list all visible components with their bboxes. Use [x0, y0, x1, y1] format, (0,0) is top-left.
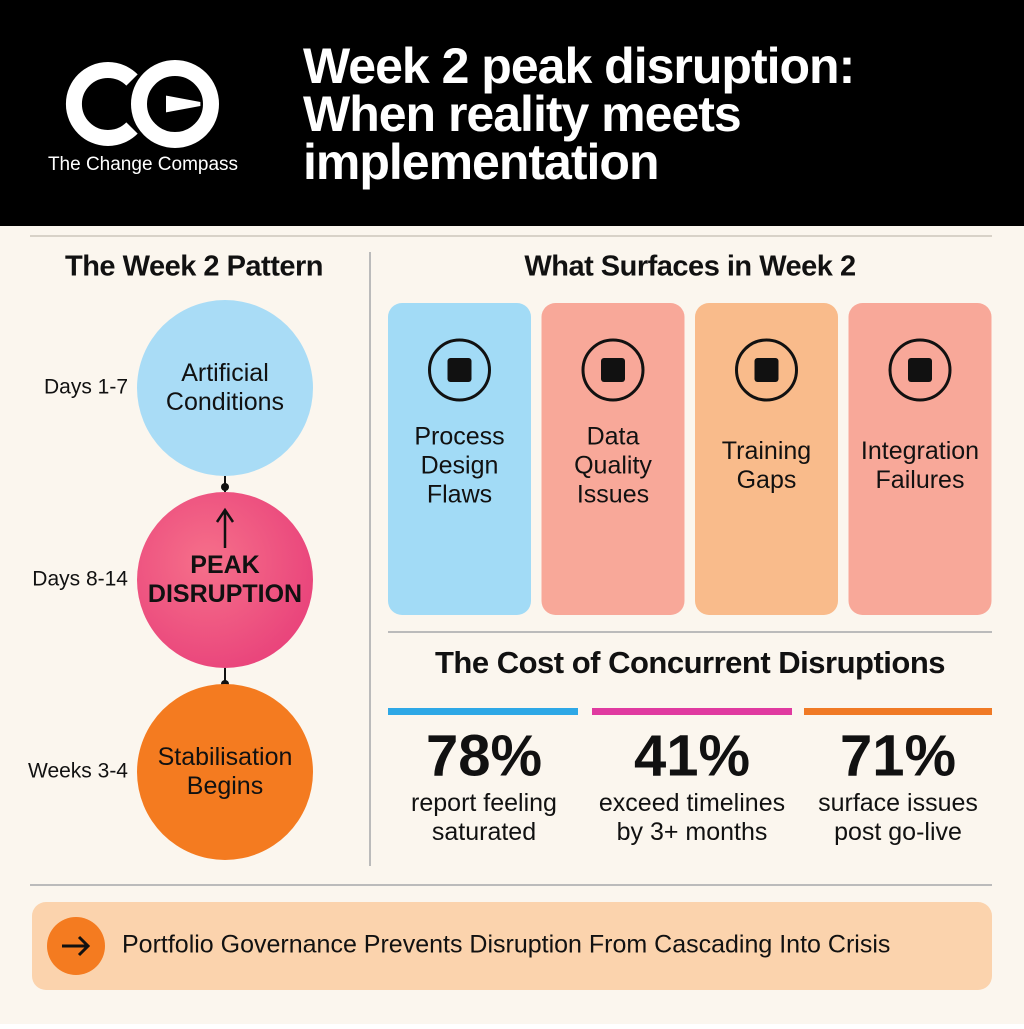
stage-label: PEAK — [190, 551, 259, 579]
card-icon — [428, 338, 491, 402]
card-label: Gaps — [737, 466, 797, 494]
card-icon — [735, 338, 798, 402]
issue-card — [695, 303, 838, 615]
stage-label: Conditions — [166, 388, 284, 416]
stage-period: Weeks 3-4 — [28, 760, 128, 783]
stat-caption: by 3+ months — [617, 818, 768, 846]
stat-caption: surface issues — [818, 789, 978, 817]
stat-caption: exceed timelines — [599, 789, 785, 817]
stage-period: Days 1-7 — [44, 376, 128, 399]
card-label: Quality — [574, 452, 652, 480]
card-label: Process — [414, 423, 504, 451]
section-title: The Week 2 Pattern — [65, 251, 323, 283]
stat-caption: post go-live — [834, 818, 962, 846]
card-icon — [888, 338, 952, 402]
logo — [66, 60, 219, 148]
stage-period: Days 8-14 — [32, 568, 128, 591]
page-title: Week 2 peak disruption: — [303, 38, 854, 94]
card-label: Issues — [577, 481, 649, 509]
card-label: Flaws — [427, 481, 492, 509]
brand-name: The Change Compass — [48, 154, 238, 175]
stage-label: Stabilisation — [158, 743, 293, 771]
stat-value: 78% — [426, 723, 542, 788]
connector-dot — [221, 483, 229, 491]
card-icon-glyph — [601, 358, 625, 382]
stage-circle — [137, 300, 313, 476]
card-icon — [581, 338, 645, 402]
footer-banner — [32, 902, 992, 990]
arrow-glyph — [215, 507, 235, 548]
card-icon-glyph — [754, 358, 779, 382]
arrow-glyph — [62, 935, 91, 957]
card-label: Training — [722, 437, 811, 465]
issue-card — [388, 303, 531, 615]
card-icon-glyph — [447, 358, 472, 382]
stage-label: Artificial — [181, 359, 269, 387]
issue-card — [848, 303, 992, 615]
section-title: The Cost of Concurrent Disruptions — [435, 645, 945, 680]
card-label: Data — [587, 423, 640, 451]
stat-value: 41% — [634, 723, 750, 788]
stat-value: 71% — [840, 723, 956, 788]
stage-label: Begins — [187, 772, 263, 800]
accent-bar — [804, 708, 992, 715]
section-title: What Surfaces in Week 2 — [524, 251, 855, 283]
stat-caption: report feeling — [411, 789, 557, 817]
stage-label: DISRUPTION — [148, 580, 302, 608]
header-bar — [0, 0, 1024, 226]
page-title: When reality meets — [303, 86, 741, 142]
accent-bar — [592, 708, 792, 715]
stat-caption: saturated — [432, 818, 536, 846]
footer-text: Portfolio Governance Prevents Disruption… — [122, 931, 890, 959]
card-label: Failures — [876, 466, 965, 494]
card-label: Design — [421, 452, 499, 480]
issue-card — [541, 303, 685, 615]
page-title: implementation — [303, 134, 658, 190]
accent-bar — [388, 708, 578, 715]
card-label: Integration — [861, 437, 979, 465]
stage-circle — [137, 684, 313, 860]
card-icon-glyph — [908, 358, 932, 382]
stage-circle — [137, 492, 313, 668]
